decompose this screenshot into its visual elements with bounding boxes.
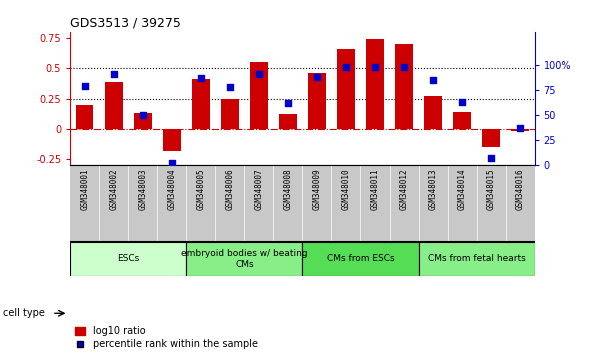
Point xyxy=(428,78,438,83)
Bar xyxy=(186,242,302,276)
Text: GSM348011: GSM348011 xyxy=(370,169,379,210)
Point xyxy=(80,84,90,89)
Bar xyxy=(483,129,500,147)
Text: GSM348003: GSM348003 xyxy=(138,169,147,210)
Point xyxy=(486,156,496,161)
Text: GSM348005: GSM348005 xyxy=(196,169,205,210)
Text: GSM348004: GSM348004 xyxy=(167,169,177,210)
Point xyxy=(254,72,264,77)
Point xyxy=(370,64,380,70)
Point xyxy=(283,101,293,106)
Text: GSM348001: GSM348001 xyxy=(80,169,89,210)
Point xyxy=(167,161,177,166)
Bar xyxy=(279,114,297,129)
Bar xyxy=(302,242,419,276)
Bar xyxy=(395,44,413,129)
Bar xyxy=(70,242,186,276)
Point xyxy=(138,113,148,118)
Bar xyxy=(221,99,239,129)
Bar xyxy=(251,62,268,129)
Text: GSM348014: GSM348014 xyxy=(458,169,467,210)
Point xyxy=(225,85,235,90)
Bar xyxy=(419,242,535,276)
Bar xyxy=(192,79,210,129)
Text: GSM348009: GSM348009 xyxy=(312,169,321,210)
Point xyxy=(457,99,467,105)
Point xyxy=(312,74,322,80)
Text: GSM348010: GSM348010 xyxy=(342,169,351,210)
Text: GSM348008: GSM348008 xyxy=(284,169,293,210)
Bar xyxy=(367,39,384,129)
Bar xyxy=(309,73,326,129)
Bar xyxy=(337,49,354,129)
Bar xyxy=(424,96,442,129)
Point xyxy=(399,64,409,70)
Text: GSM348016: GSM348016 xyxy=(516,169,525,210)
Text: GSM348007: GSM348007 xyxy=(254,169,263,210)
Text: GSM348006: GSM348006 xyxy=(225,169,235,210)
Bar xyxy=(163,129,181,151)
Point xyxy=(196,75,206,81)
Text: cell type: cell type xyxy=(3,308,45,318)
Bar xyxy=(511,129,529,131)
Text: GSM348002: GSM348002 xyxy=(109,169,119,210)
Text: CMs from fetal hearts: CMs from fetal hearts xyxy=(428,255,525,263)
Bar xyxy=(134,113,152,129)
Text: GDS3513 / 39275: GDS3513 / 39275 xyxy=(70,16,181,29)
Bar xyxy=(453,112,470,129)
Text: GSM348012: GSM348012 xyxy=(400,169,409,210)
Text: GSM348013: GSM348013 xyxy=(428,169,437,210)
Text: CMs from ESCs: CMs from ESCs xyxy=(327,255,394,263)
Bar xyxy=(105,82,122,129)
Point xyxy=(341,64,351,70)
Text: GSM348015: GSM348015 xyxy=(486,169,496,210)
Legend: log10 ratio, percentile rank within the sample: log10 ratio, percentile rank within the … xyxy=(75,326,258,349)
Point xyxy=(109,72,119,77)
Text: embryoid bodies w/ beating
CMs: embryoid bodies w/ beating CMs xyxy=(181,249,308,269)
Point xyxy=(515,126,525,131)
Text: ESCs: ESCs xyxy=(117,255,139,263)
Bar xyxy=(76,105,93,129)
